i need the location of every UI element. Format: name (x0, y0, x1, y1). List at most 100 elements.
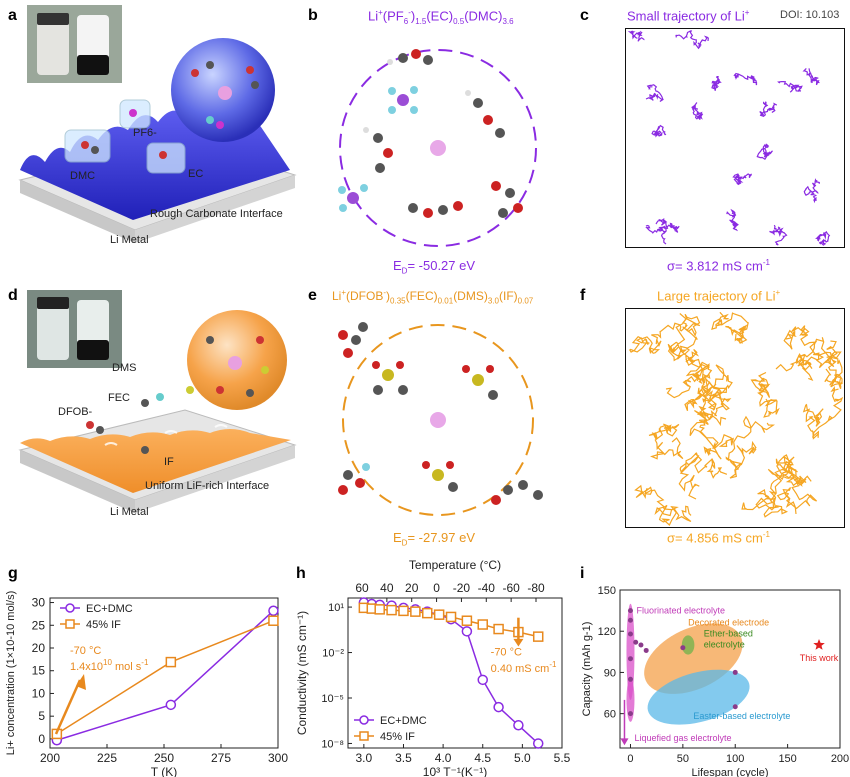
annot-interface-a: Rough Carbonate Interface (150, 208, 283, 220)
panel-f-sigma: σ= 4.856 mS cm-1 (667, 530, 770, 546)
panel-label-i: i (580, 565, 585, 582)
trajectory-path-5 (733, 72, 758, 86)
data-point-g (165, 699, 177, 711)
scatter-point-i (643, 647, 649, 653)
data-point-h (532, 631, 544, 642)
trajectory-path-17 (815, 230, 831, 246)
scatter-point-i (680, 645, 686, 651)
trajectory-path-20 (684, 348, 712, 412)
data-point-h (422, 607, 433, 619)
scatter-point-i (638, 642, 644, 648)
annotation-line1-h: -70 °C (491, 647, 522, 659)
trajectory-path-18 (706, 364, 733, 427)
panel-e-energy: ED= -27.97 eV (393, 530, 476, 548)
trajectory-path-8 (750, 371, 780, 418)
x-axis-label-g: T (K) (151, 765, 177, 777)
chart-h: Temperature (°C) 60 40 20 0 -20 -40 -60 -80 3.0 3.… (295, 558, 571, 777)
annotation-line2-tailsup-g: -1 (141, 658, 149, 667)
annot-metal-a: Li Metal (110, 234, 149, 246)
panel-label-a: a (8, 7, 17, 24)
data-point-h (477, 619, 488, 630)
data-point-h (493, 623, 504, 635)
liquefied-arrowhead-i (620, 738, 629, 746)
scatter-point-i (732, 704, 738, 710)
trajectory-path-11 (756, 143, 773, 161)
annotation-arrowhead-h (513, 638, 524, 647)
annotation-arrow-g (54, 679, 82, 735)
y-tick-label-h: 10¹ (328, 602, 344, 614)
panel-c-sigma: σ= 3.812 mS cm-1 (667, 258, 770, 274)
li-metal-side-right (135, 175, 295, 243)
panel-label-d: d (8, 287, 18, 304)
y-tick-label-h: 10⁻⁵ (321, 693, 344, 705)
this-work-star (813, 639, 825, 650)
panel-d-illustration (18, 290, 297, 513)
legend-label-g: 45% IF (86, 619, 121, 631)
annot-dmc: DMC (70, 170, 96, 182)
doi-text: DOI: 10.103 (780, 9, 840, 21)
panel-b-solvation-structure (338, 49, 537, 247)
vial-dark-bottom (77, 55, 109, 75)
y-tick-label-i: 60 (604, 709, 616, 721)
region-label-i-4: Easter-based electrolyte (693, 711, 790, 721)
top-tick-label-h: -40 (478, 581, 496, 595)
trajectory-path-12 (732, 173, 753, 186)
trajectory-path-10 (648, 423, 684, 460)
data-point-g (268, 615, 279, 626)
data-point-g (165, 656, 177, 668)
panel-c-title: Small trajectory of Li+ (627, 8, 750, 24)
annot-if: IF (164, 456, 174, 468)
x-tick-label-h: 4.0 (435, 751, 452, 765)
annotation-line2-main-g: 1.4x10 (70, 661, 103, 673)
solvation-shell-b (339, 49, 537, 247)
trajectory-path-13 (803, 178, 820, 204)
top-tick-label-h: -60 (502, 581, 520, 595)
series-line-g-2 (56, 620, 274, 735)
region-label-i-2: Decorated electrode (688, 618, 769, 628)
x-tick-label-i: 50 (677, 753, 689, 765)
top-tick-label-h: 60 (355, 581, 369, 595)
region-label-i-3a: Ether-based (704, 629, 753, 639)
li-ion-sphere-d (228, 356, 242, 370)
panel-label-f: f (580, 287, 586, 304)
top-tick-label-h: 20 (405, 581, 419, 595)
scatter-point-i (627, 608, 633, 614)
legend-marker-h (359, 731, 369, 741)
x-tick-label-i: 100 (726, 753, 744, 765)
panel-label-h: h (296, 565, 306, 582)
annot-dfob: DFOB- (58, 406, 93, 418)
y-tick-label-g: 10 (32, 686, 46, 700)
data-point-h (493, 701, 504, 713)
x-axis-label-i: Lifespan (cycle) (691, 767, 768, 777)
trajectory-path-17 (774, 459, 818, 515)
trajectory-path-4 (783, 325, 842, 369)
trajectory-path-9 (759, 101, 778, 117)
annot-ec: EC (188, 168, 204, 180)
trajectory-path-2 (675, 30, 709, 50)
x-tick-label-g: 200 (40, 751, 60, 765)
legend-label-h: EC+DMC (380, 715, 427, 727)
plot-frame-i (619, 589, 841, 749)
chart-i: 0 50 100 150 200 60 90 120 150 Lifespan (cycle) Ca… (581, 585, 849, 777)
y-tick-label-i: 120 (598, 626, 616, 638)
li-ion-b (430, 140, 446, 156)
top-tick-label-h: -80 (527, 581, 545, 595)
data-point-h (398, 605, 409, 617)
annotation-line2-sup-h: -1 (549, 660, 557, 669)
trajectory-plot-c (627, 30, 831, 246)
trajectory-plot-f (629, 311, 844, 526)
trajectory-path-3 (802, 68, 820, 86)
scatter-point-i (633, 639, 639, 645)
x-tick-label-g: 300 (268, 751, 288, 765)
x-tick-label-i: 200 (831, 753, 849, 765)
scatter-point-i (627, 617, 633, 623)
region-4 (647, 669, 750, 725)
plot-frame-g (49, 597, 279, 749)
legend-label-g: EC+DMC (86, 603, 133, 615)
trajectory-path-14 (634, 484, 692, 526)
y-tick-label-i: 150 (598, 585, 616, 597)
x-axis-label-h: 10³ T⁻¹(K⁻¹) (423, 765, 487, 777)
trajectory-path-15 (726, 208, 739, 232)
y-tick-label-g: 5 (38, 709, 45, 723)
trajectory-path-5 (823, 351, 843, 389)
